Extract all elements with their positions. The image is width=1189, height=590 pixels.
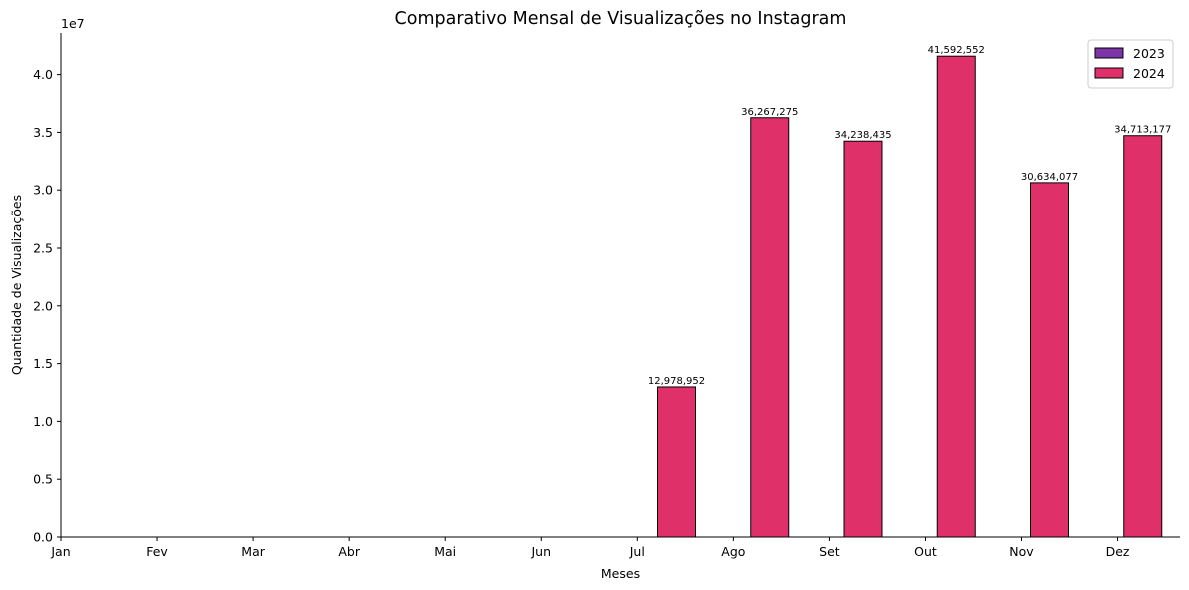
y-tick-label: 3.0 <box>33 183 53 198</box>
y-tick-label: 3.5 <box>33 125 53 140</box>
data-label-dez: 34,713,177 <box>1114 125 1171 136</box>
data-label-set: 34,238,435 <box>834 130 891 141</box>
data-label-jul: 12,978,952 <box>648 376 705 387</box>
x-tick-label-fev: Fev <box>146 544 168 559</box>
legend-label-2023: 2023 <box>1133 46 1165 61</box>
data-labels-layer: 12,978,952 36,267,275 34,238,435 41,592,552… <box>648 45 1172 387</box>
x-tick-label-jul: Jul <box>629 544 645 559</box>
x-tick-label-ago: Ago <box>721 544 745 559</box>
y-tick-label: 4.0 <box>33 67 53 82</box>
legend-label-2024: 2024 <box>1133 66 1165 81</box>
y-axis-offset-label: 1e7 <box>61 16 85 31</box>
y-tick-label: 1.5 <box>33 356 53 371</box>
x-tick-label-set: Set <box>819 544 840 559</box>
bar-2024-nov <box>1030 182 1069 538</box>
y-axis-label: Quantidade de Visualizações <box>9 195 24 375</box>
data-label-ago: 36,267,275 <box>741 107 798 118</box>
x-tick-label-jan: Jan <box>50 544 70 559</box>
legend-swatch-2024 <box>1094 67 1124 79</box>
bar-2024-set <box>843 140 883 538</box>
y-tick-label: 0.0 <box>33 530 53 545</box>
legend-swatch-2023 <box>1094 47 1124 59</box>
x-tick-label-abr: Abr <box>338 544 360 559</box>
y-tick-label: 1.0 <box>33 414 53 429</box>
y-tick-label: 2.5 <box>33 241 53 256</box>
x-tick-label-mar: Mar <box>241 544 265 559</box>
x-tick-label-jun: Jun <box>530 544 551 559</box>
chart-title: Comparativo Mensal de Visualizações no I… <box>395 9 847 29</box>
y-tick-label: 2.0 <box>33 298 53 313</box>
data-label-out: 41,592,552 <box>928 45 985 56</box>
bar-2024-ago <box>750 117 790 538</box>
x-axis-label: Meses <box>601 566 640 581</box>
y-tick-label: 0.5 <box>33 472 53 487</box>
axes-layer: 0.0 0.5 1.0 1.5 2.0 2.5 3.0 3.5 4.0 Jan Fev Mar Abr M… <box>33 33 1180 559</box>
legend: 2023 2024 <box>1087 39 1174 89</box>
bars-layer <box>657 55 1163 538</box>
x-tick-label-nov: Nov <box>1009 544 1034 559</box>
data-label-nov: 30,634,077 <box>1021 172 1078 183</box>
bar-2024-dez <box>1123 135 1163 538</box>
bar-2024-jul <box>657 386 696 538</box>
x-tick-label-dez: Dez <box>1106 544 1130 559</box>
bar-2024-out <box>936 55 976 538</box>
x-tick-label-out: Out <box>914 544 937 559</box>
x-tick-label-mai: Mai <box>434 544 456 559</box>
